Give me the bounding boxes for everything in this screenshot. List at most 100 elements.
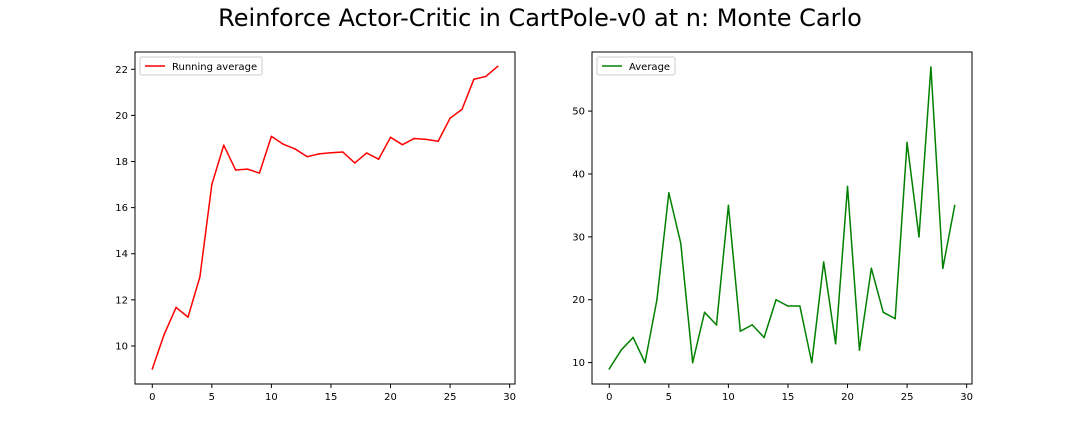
plot-1-data-point <box>425 138 428 141</box>
plot-1-axes-frame <box>134 51 516 385</box>
plot-2-ytick-label: 10 <box>572 358 585 369</box>
plot-2-xtick-label: 5 <box>666 392 672 403</box>
plot-1-data-point <box>485 75 487 78</box>
plot-1-data-point <box>199 275 201 278</box>
plot-2-data-point <box>668 192 670 194</box>
plot-1-data-point <box>473 78 475 81</box>
plot-2-data-point <box>810 361 813 364</box>
plot-2-ytick-label: 50 <box>572 107 585 118</box>
plot-1-ytick-label: 10 <box>115 341 128 352</box>
plot-1-data-point <box>365 152 368 154</box>
plot-1-data-point <box>270 135 273 138</box>
plot-1-data-point <box>234 169 237 171</box>
plot-1-data-point <box>282 143 285 146</box>
plot-1-data-point <box>389 136 392 139</box>
plot-2-data-point <box>846 185 849 188</box>
plot-2-data-point <box>608 368 611 370</box>
plot-1-xtick-label: 20 <box>384 392 397 403</box>
plot-2-data-point <box>739 330 742 332</box>
plot-2-ytick-label: 20 <box>572 295 585 306</box>
plot-1-legend-box <box>139 56 263 76</box>
plot-1-data-point <box>437 140 439 143</box>
plot-2-data-point <box>930 66 932 68</box>
plot-2-ytick-label: 40 <box>572 169 585 180</box>
plot-1-data-point <box>377 158 380 161</box>
plot-1-data-point <box>401 143 404 146</box>
plot-2-xtick-label: 20 <box>841 392 854 403</box>
plot-1-ytick-label: 16 <box>115 203 128 214</box>
plot-2-legend-label: Average <box>629 62 670 73</box>
plot-2-data-point <box>703 311 706 314</box>
plot-1-data-point <box>353 162 356 164</box>
plot-2-legend-box <box>596 56 676 76</box>
plot-1-xtick-label: 0 <box>149 392 155 403</box>
plot-1-data-point <box>294 148 297 150</box>
plot-2-xtick-label: 0 <box>606 392 612 403</box>
plot-2-data-point <box>870 267 873 270</box>
plot-2-xtick-label: 15 <box>782 392 795 403</box>
plot-1-data-point <box>496 65 499 68</box>
figure-title: Reinforce Actor-Critic in CartPole-v0 at… <box>218 4 862 32</box>
plot-1-ytick-label: 12 <box>115 295 128 306</box>
plot-1-series-line <box>151 65 499 370</box>
plot-2-xtick-label: 25 <box>901 392 914 403</box>
plot-2-data-point <box>656 298 658 301</box>
plot-1-data-point <box>187 316 189 318</box>
plot-2-legend: Average <box>596 56 676 76</box>
plot-2-data-point <box>632 336 634 339</box>
plot-1-xtick-label: 30 <box>503 392 516 403</box>
plot-1-data-point <box>175 306 177 309</box>
plot-2-data-point <box>715 324 718 326</box>
plot-2-data-point <box>775 298 777 301</box>
plot-2-data-point <box>727 204 730 207</box>
plot-1-data-point <box>461 108 463 111</box>
plot-2-data-point <box>858 349 861 351</box>
plot-1-xtick-label: 10 <box>265 392 278 403</box>
plot-1-data-point <box>211 183 213 186</box>
plot-2-data-point <box>691 361 694 364</box>
plot-1-data-point <box>306 155 308 158</box>
plot-1-data-point <box>222 144 225 146</box>
plot-2-data-point <box>894 317 896 320</box>
plot-2-xtick-label: 10 <box>722 392 735 403</box>
plot-1-ytick-label: 18 <box>115 157 128 168</box>
plot-2: 0 5 10 15 20 25 30 10 20 30 40 50 Average <box>572 51 973 403</box>
plot-1-legend: Running average <box>139 56 263 76</box>
plot-1-xtick-label: 25 <box>444 392 457 403</box>
plot-1-ytick-label: 14 <box>115 249 128 260</box>
plot-1-data-point <box>449 117 451 119</box>
plot-2-data-point <box>906 141 908 144</box>
plot-2-xtick-label: 30 <box>960 392 973 403</box>
plot-2-data-point <box>644 361 646 364</box>
plot-1-data-point <box>413 137 416 140</box>
plot-1-data-point <box>258 172 261 174</box>
plot-2-data-point <box>620 349 622 351</box>
plot-1-ytick-label: 22 <box>115 65 128 76</box>
plot-1-data-point <box>318 153 320 155</box>
plot-1-xtick-label: 15 <box>325 392 338 403</box>
plot-1-ytick-label: 20 <box>115 111 128 122</box>
plot-2-data-point <box>787 305 789 307</box>
plot-2-data-point <box>834 342 837 345</box>
plot-2-data-point <box>942 267 944 270</box>
plot-1-legend-label: Running average <box>172 62 257 73</box>
plot-2-data-point <box>679 242 682 244</box>
plot-2-series-line <box>608 66 956 370</box>
plot-2-axes-frame <box>591 51 973 385</box>
plot-2-ytick-label: 30 <box>572 232 585 243</box>
plot-2-data-point <box>822 261 825 263</box>
plot-1-data-point <box>163 333 165 336</box>
plot-2-data-point <box>918 236 920 238</box>
plot-1-data-point <box>246 168 249 170</box>
plot-2-data-point <box>882 311 885 314</box>
plot-2-data-point <box>799 305 801 307</box>
plot-2-data-point <box>751 324 754 326</box>
plot-1-data-point <box>330 151 332 154</box>
plot-2-data-point <box>953 204 956 207</box>
plot-1-xtick-label: 5 <box>209 392 215 403</box>
plot-1-data-point <box>342 151 344 153</box>
plot-1: 0 5 10 15 20 25 30 10 12 14 16 18 20 22 Running averag… <box>115 51 516 403</box>
plot-1-data-point <box>151 368 154 370</box>
